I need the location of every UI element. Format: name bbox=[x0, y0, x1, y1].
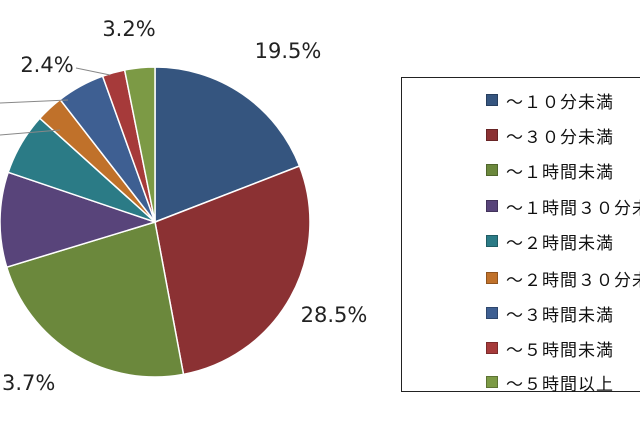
legend-label-6: ～２時間３０分未満 bbox=[506, 270, 640, 291]
legend-item-8: ～５時間未満 bbox=[402, 330, 614, 366]
legend-label-8: ～５時間未満 bbox=[506, 340, 614, 361]
data-label-9: 3.2% bbox=[102, 17, 155, 41]
legend-label-7: ～３時間未満 bbox=[506, 305, 614, 326]
leader-line-5 bbox=[0, 129, 61, 136]
leader-lines bbox=[0, 67, 111, 136]
legend-label-2: ～３０分未満 bbox=[506, 127, 614, 148]
legend-swatch-4 bbox=[486, 200, 498, 212]
legend-label-5: ～２時間未満 bbox=[506, 233, 614, 254]
pie-slice-9 bbox=[123, 66, 156, 223]
pie-slice-4 bbox=[0, 171, 158, 269]
legend-item-7: ～３時間未満 bbox=[402, 295, 614, 331]
pie-slice-1 bbox=[154, 66, 301, 224]
legend-label-3: ～１時間未満 bbox=[506, 162, 614, 183]
data-label-1: 19.5% bbox=[255, 39, 322, 63]
legend-item-2: ～３０分未満 bbox=[402, 117, 614, 153]
legend-swatch-5 bbox=[486, 235, 498, 247]
legend-swatch-6 bbox=[486, 272, 498, 284]
data-labels: 19.5% 28.5% 23.7% 2.4% 3.2% bbox=[0, 17, 367, 395]
data-label-8: 2.4% bbox=[20, 53, 73, 77]
legend-item-1: ～１０分未満 bbox=[402, 82, 614, 118]
legend-swatch-9 bbox=[486, 376, 498, 388]
legend-item-4: ～１時間３０分未満 bbox=[402, 188, 640, 224]
legend-swatch-7 bbox=[486, 307, 498, 319]
legend-swatch-1 bbox=[486, 94, 498, 106]
data-label-3: 23.7% bbox=[0, 371, 55, 395]
legend-label-1: ～１０分未満 bbox=[506, 92, 614, 113]
legend-item-5: ～２時間未満 bbox=[402, 223, 614, 259]
leader-line-8 bbox=[75, 67, 111, 76]
legend-swatch-3 bbox=[486, 164, 498, 176]
legend-swatch-8 bbox=[486, 342, 498, 354]
legend-label-9: ～５時間以上 bbox=[506, 374, 614, 395]
legend-item-9: ～５時間以上 bbox=[402, 364, 614, 400]
pie-slice-2 bbox=[154, 165, 311, 376]
leader-line-6 bbox=[0, 99, 69, 104]
legend: ～１０分未満 ～３０分未満 ～１時間未満 ～１時間３０分未満 ～２時間未満 ～２時間３０分… bbox=[401, 77, 640, 395]
legend-item-3: ～１時間未満 bbox=[402, 152, 614, 188]
legend-label-4: ～１時間３０分未満 bbox=[506, 198, 640, 219]
legend-swatch-2 bbox=[486, 129, 498, 141]
pie-slice-3 bbox=[5, 221, 185, 378]
legend-item-6: ～２時間３０分未満 bbox=[402, 260, 640, 296]
pie-slices bbox=[0, 66, 311, 378]
data-label-2: 28.5% bbox=[301, 303, 368, 327]
